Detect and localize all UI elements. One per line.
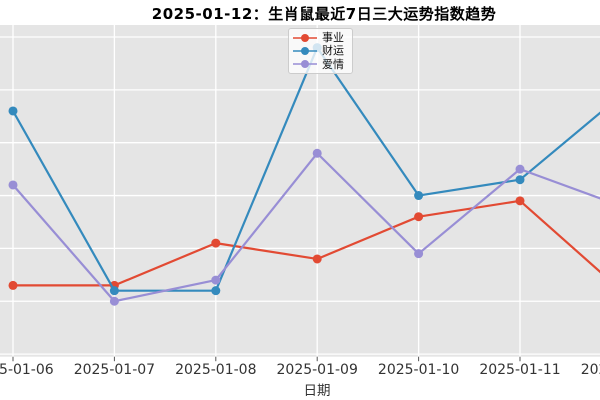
x-tick-label: 2025-01-10 xyxy=(378,362,459,378)
data-point-爱情 xyxy=(109,296,119,306)
data-point-爱情 xyxy=(8,180,18,190)
wealth-line-marker-icon xyxy=(293,46,317,55)
data-point-财运 xyxy=(8,106,18,116)
data-point-事业 xyxy=(312,254,322,264)
legend: 事业 财运 爱情 xyxy=(288,28,353,74)
legend-item-career: 事业 xyxy=(293,31,350,44)
legend-item-love: 爱情 xyxy=(293,58,350,71)
data-point-财运 xyxy=(414,191,424,201)
legend-label-career: 事业 xyxy=(322,31,344,45)
data-point-财运 xyxy=(515,175,525,185)
data-point-事业 xyxy=(211,238,221,248)
legend-label-love: 爱情 xyxy=(322,57,344,71)
x-tick-label: 2025-01-08 xyxy=(175,362,256,378)
x-tick-label: 2025-01-11 xyxy=(479,362,560,378)
legend-item-wealth: 财运 xyxy=(293,44,350,57)
data-point-财运 xyxy=(109,286,119,296)
data-point-事业 xyxy=(8,280,18,290)
data-point-爱情 xyxy=(414,249,424,259)
x-tick-label: 2025-01-07 xyxy=(74,362,155,378)
love-line-marker-icon xyxy=(293,60,317,69)
x-tick-label: 2025-01-06 xyxy=(0,362,54,378)
data-point-爱情 xyxy=(515,164,525,174)
data-point-爱情 xyxy=(312,148,322,158)
data-point-事业 xyxy=(515,196,525,206)
career-line-marker-icon xyxy=(293,33,317,42)
data-point-财运 xyxy=(211,286,221,296)
data-point-爱情 xyxy=(211,275,221,285)
x-axis-label: 日期 xyxy=(303,383,331,399)
x-tick-label: 2025-01-09 xyxy=(277,362,358,378)
legend-label-wealth: 财运 xyxy=(322,44,344,58)
data-point-事业 xyxy=(414,212,424,222)
plot-area xyxy=(0,25,600,357)
x-tick-label: 2025-01-12 xyxy=(581,362,600,378)
chart-title: 2025-01-12：生肖鼠最近7日三大运势指数趋势 xyxy=(151,5,497,23)
